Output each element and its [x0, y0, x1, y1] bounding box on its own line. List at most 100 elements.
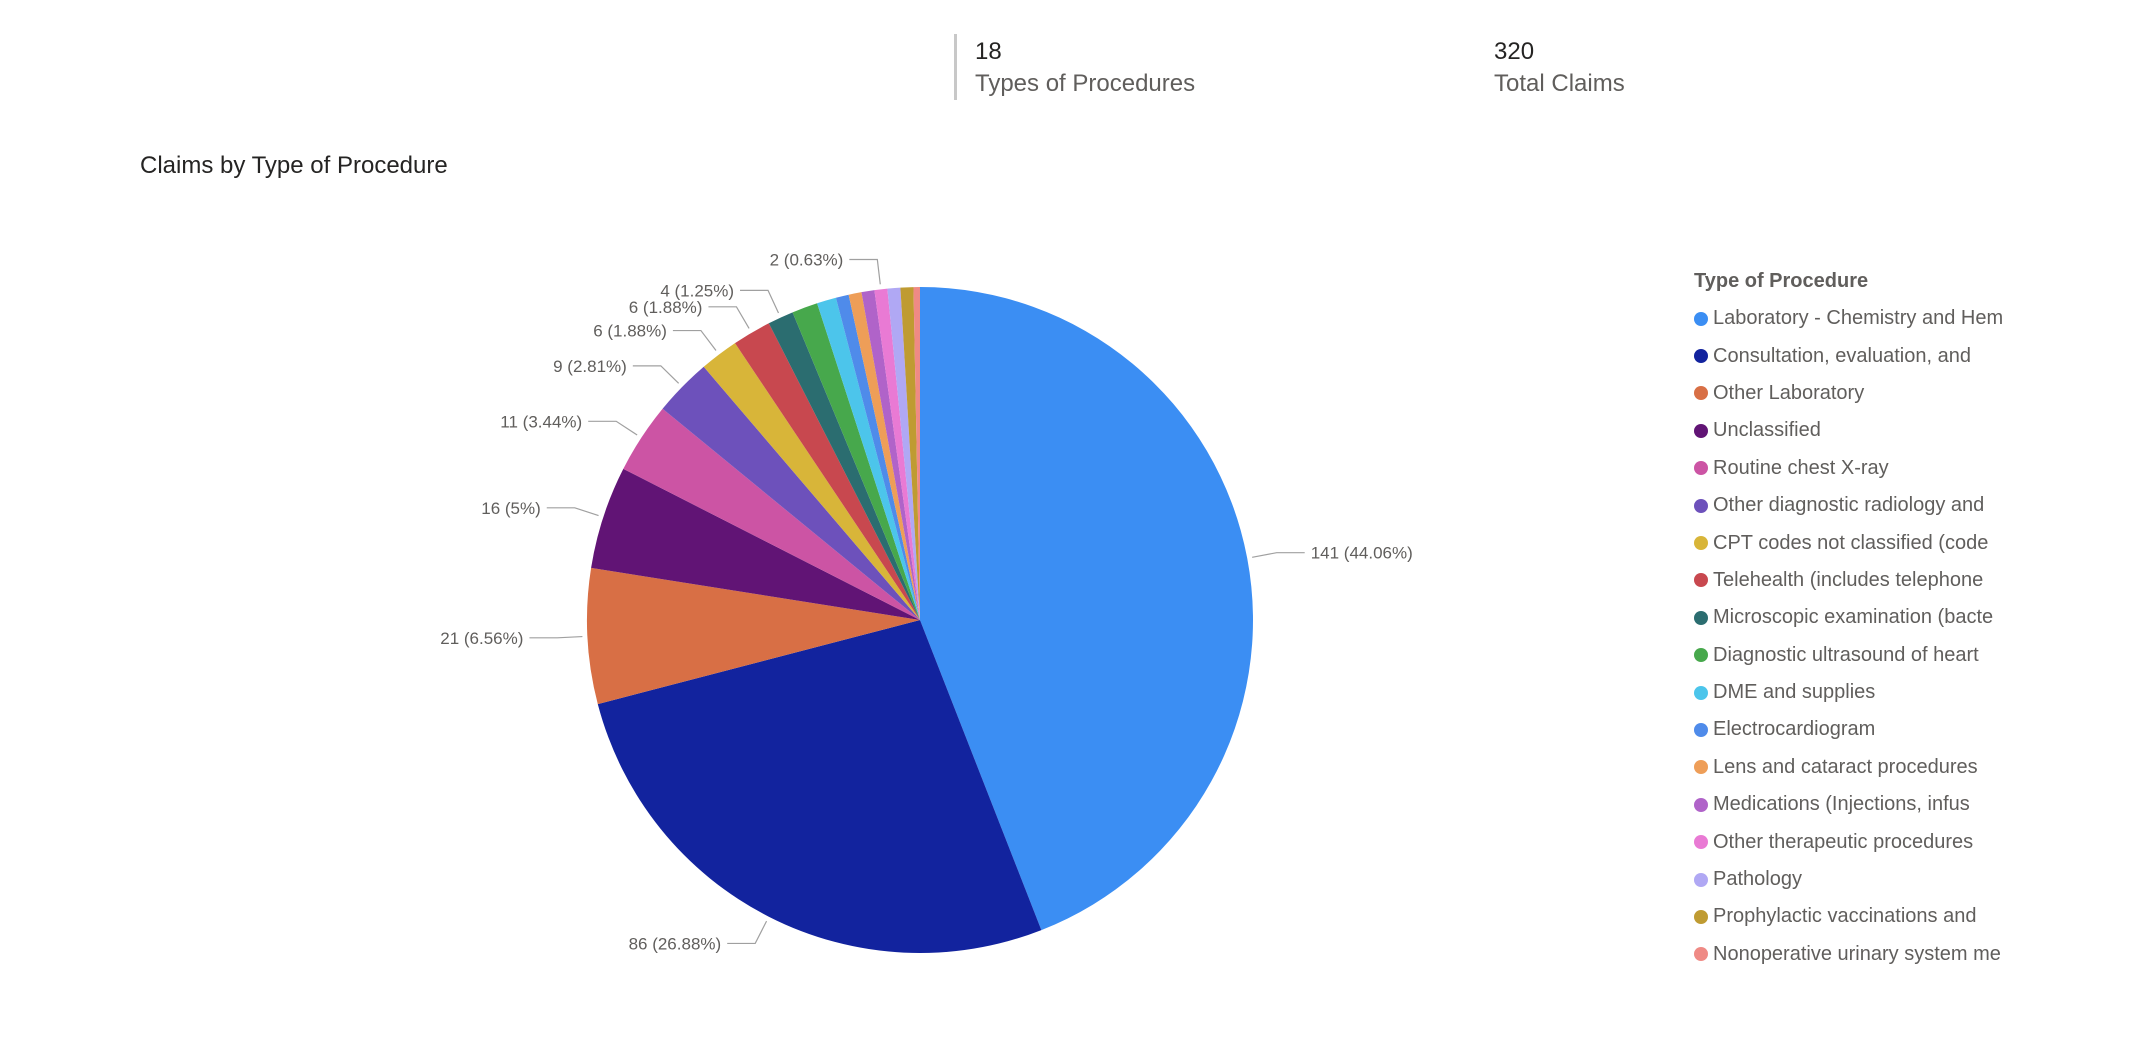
legend-item[interactable]: Lens and cataract procedures	[1694, 749, 2003, 786]
legend-label: DME and supplies	[1713, 681, 1876, 704]
legend-label: CPT codes not classified (code	[1713, 531, 1989, 554]
legend-item[interactable]: Electrocardiogram	[1694, 711, 2003, 748]
legend-item[interactable]: Nonoperative urinary system me	[1694, 936, 2003, 973]
legend-label: Diagnostic ultrasound of heart	[1713, 643, 1979, 666]
legend-label: Medications (Injections, infus	[1713, 793, 1970, 816]
legend-label: Prophylactic vaccinations and	[1713, 905, 1977, 928]
legend-marker	[1694, 573, 1708, 588]
legend-item[interactable]: Prophylactic vaccinations and	[1694, 898, 2003, 935]
pie-slice-consultation-evaluation-and[interactable]	[597, 620, 1042, 954]
data-label: 4 (1.25%)	[660, 281, 734, 300]
data-label: 11 (3.44%)	[500, 412, 582, 431]
legend-marker	[1694, 423, 1708, 438]
data-label: 9 (2.81%)	[553, 357, 627, 376]
legend-marker	[1694, 947, 1708, 962]
pie-slice-pathology[interactable]	[887, 287, 920, 620]
legend-label: Unclassified	[1713, 419, 1821, 442]
kpi-claims-label: Total Claims	[1494, 70, 1625, 97]
legend-marker	[1694, 610, 1708, 625]
legend-label: Other therapeutic procedures	[1713, 830, 1974, 853]
chart-title: Claims by Type of Procedure	[140, 152, 448, 179]
legend-marker	[1694, 722, 1708, 737]
pie-slice-dme-and-supplies[interactable]	[817, 297, 920, 620]
kpi-types-label: Types of Procedures	[975, 70, 1196, 97]
legend-marker	[1694, 386, 1708, 401]
legend-item[interactable]: CPT codes not classified (code	[1694, 524, 2003, 561]
legend-item[interactable]: Consultation, evaluation, and	[1694, 337, 2003, 374]
legend-item[interactable]: Other Laboratory	[1694, 375, 2003, 412]
legend-item[interactable]: Other therapeutic procedures	[1694, 823, 2003, 860]
data-label: 6 (1.88%)	[629, 298, 703, 317]
legend-item[interactable]: Medications (Injections, infus	[1694, 786, 2003, 823]
pie-slice-nonoperative-urinary-system-me[interactable]	[913, 287, 920, 620]
leader-line	[727, 920, 768, 945]
legend-item[interactable]: DME and supplies	[1694, 674, 2003, 711]
legend-marker	[1694, 648, 1708, 663]
pie-slice-routine-chest-x-ray[interactable]	[623, 408, 920, 620]
leader-line	[708, 306, 750, 329]
legend-label: Consultation, evaluation, and	[1713, 344, 1971, 367]
data-label: 21 (6.56%)	[440, 629, 523, 648]
pie-slice-unclassified[interactable]	[591, 468, 920, 620]
legend-title: Type of Procedure	[1694, 270, 1869, 292]
leader-line	[740, 289, 780, 314]
pie-slice-other-laboratory[interactable]	[587, 567, 920, 705]
pie-slice-electrocardiogram[interactable]	[835, 294, 920, 620]
leader-line	[1252, 552, 1305, 558]
data-label: 86 (26.88%)	[629, 934, 722, 953]
pie-slice-medications-injections-infus[interactable]	[861, 290, 920, 620]
legend-item[interactable]: Microscopic examination (bacte	[1694, 599, 2003, 636]
legend-marker	[1694, 797, 1708, 812]
leader-line	[588, 420, 638, 436]
pie-slice-cpt-codes-not-classified-code[interactable]	[703, 343, 920, 620]
pie-slice-other-diagnostic-radiology-and[interactable]	[662, 366, 920, 620]
legend-label: Other diagnostic radiology and	[1713, 494, 1985, 517]
legend-item[interactable]: Telehealth (includes telephone	[1694, 562, 2003, 599]
legend-label: Laboratory - Chemistry and Hem	[1713, 307, 2004, 330]
legend-marker	[1694, 536, 1708, 551]
pie-slice-diagnostic-ultrasound-of-heart[interactable]	[792, 303, 920, 620]
legend-marker	[1694, 760, 1708, 775]
leader-line	[529, 635, 583, 639]
legend-marker	[1694, 835, 1708, 850]
leader-line	[849, 258, 881, 285]
data-label: 6 (1.88%)	[593, 322, 667, 341]
kpi-claims-value: 320	[1494, 38, 1535, 65]
legend: Laboratory - Chemistry and Hem Consultati…	[1694, 300, 2003, 973]
pie-slice-telehealth-includes-telephone[interactable]	[734, 323, 920, 620]
legend-marker	[1694, 349, 1708, 364]
legend-label: Telehealth (includes telephone	[1713, 568, 1984, 591]
legend-label: Electrocardiogram	[1713, 718, 1876, 741]
legend-item[interactable]: Diagnostic ultrasound of heart	[1694, 637, 2003, 674]
data-label: 2 (0.63%)	[770, 251, 844, 270]
legend-item[interactable]: Routine chest X-ray	[1694, 450, 2003, 487]
leader-line	[632, 365, 680, 384]
legend-marker	[1694, 909, 1708, 924]
legend-marker	[1694, 685, 1708, 700]
pie-slice-prophylactic-vaccinations-and[interactable]	[900, 287, 920, 620]
kpi-types-value: 18	[975, 38, 1002, 65]
legend-label: Pathology	[1713, 868, 1802, 891]
pie-slice-other-therapeutic-procedures[interactable]	[874, 288, 920, 620]
data-label: 16 (5%)	[481, 499, 541, 518]
leader-line	[546, 507, 599, 517]
pie-slice-laboratory-chemistry-and-hem[interactable]	[920, 287, 1253, 931]
kpi-divider	[954, 34, 957, 100]
legend-marker	[1694, 872, 1708, 887]
legend-marker	[1694, 461, 1708, 476]
legend-label: Nonoperative urinary system me	[1713, 942, 2001, 965]
legend-marker	[1694, 311, 1708, 326]
pie-slice-microscopic-examination-bacte[interactable]	[768, 312, 920, 620]
legend-item[interactable]: Laboratory - Chemistry and Hem	[1694, 300, 2003, 337]
legend-label: Routine chest X-ray	[1713, 456, 1889, 479]
leader-line	[672, 329, 717, 351]
legend-label: Lens and cataract procedures	[1713, 755, 1978, 778]
legend-item[interactable]: Pathology	[1694, 861, 2003, 898]
data-label: 141 (44.06%)	[1311, 544, 1413, 563]
legend-marker	[1694, 498, 1708, 513]
legend-item[interactable]: Other diagnostic radiology and	[1694, 487, 2003, 524]
pie-slice-lens-and-cataract-procedures[interactable]	[848, 292, 920, 620]
legend-item[interactable]: Unclassified	[1694, 412, 2003, 449]
legend-label: Other Laboratory	[1713, 381, 1865, 404]
